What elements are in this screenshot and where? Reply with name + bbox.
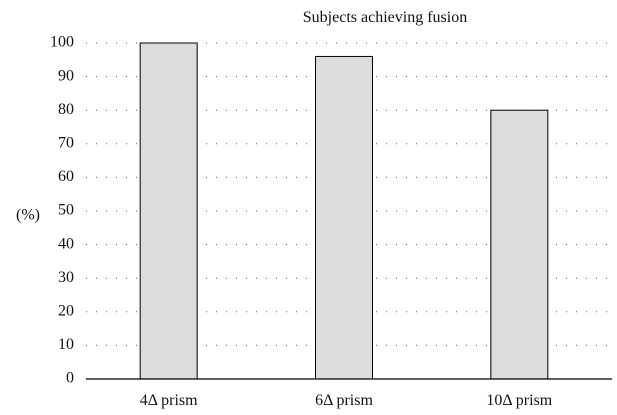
- y-tick-label: 60: [58, 168, 74, 185]
- x-category-labels: 4Δ prism 6Δ prism 10Δ prism: [140, 392, 553, 409]
- bar: [139, 42, 198, 380]
- bar: [315, 55, 373, 380]
- y-tick-label: 80: [58, 101, 74, 118]
- chart-title: Subjects achieving fusion: [303, 9, 467, 26]
- y-axis-label: (%): [16, 207, 40, 224]
- bars: [139, 42, 549, 380]
- x-category-label: 10Δ prism: [486, 392, 552, 409]
- y-tick-label: 70: [58, 134, 74, 151]
- y-tick-labels: 0 10 20 30 40 50 60 70 80 90 100: [50, 34, 74, 387]
- x-category-label: 6Δ prism: [315, 392, 373, 409]
- y-tick-label: 100: [50, 34, 74, 51]
- y-tick-label: 20: [58, 302, 74, 319]
- y-tick-label: 90: [58, 67, 74, 84]
- y-tick-label: 30: [58, 269, 74, 286]
- y-tick-label: 50: [58, 202, 74, 219]
- y-tick-label: 10: [58, 336, 74, 353]
- bar: [490, 109, 549, 380]
- x-category-label: 4Δ prism: [140, 392, 198, 409]
- y-tick-label: 40: [58, 235, 74, 252]
- y-tick-label: 0: [66, 370, 74, 387]
